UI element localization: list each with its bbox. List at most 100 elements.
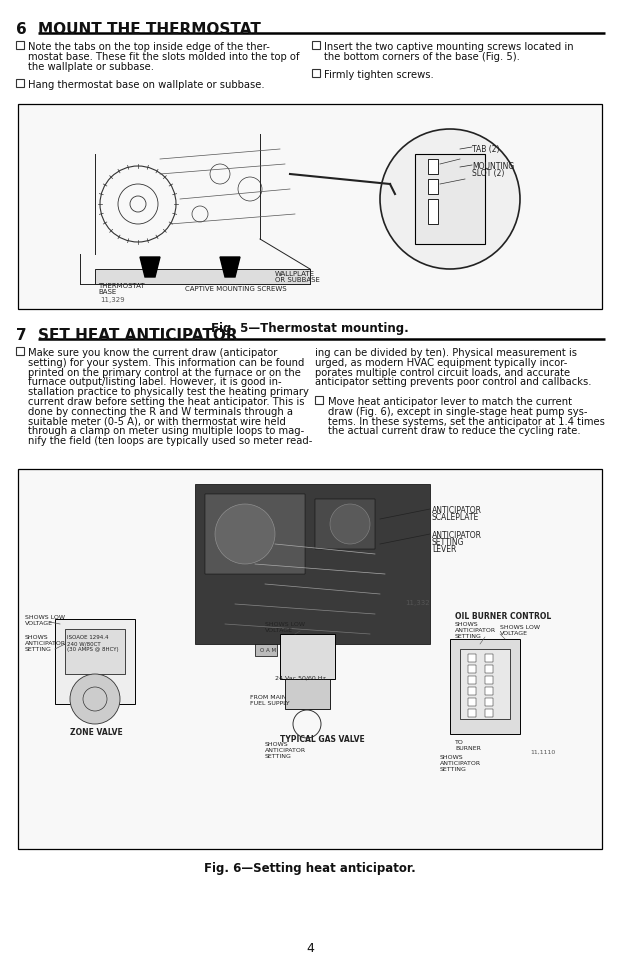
Text: WALLPLATE: WALLPLATE	[275, 271, 315, 276]
Bar	[18, 470, 602, 849]
Bar	[485, 699, 493, 706]
Text: BASE: BASE	[98, 289, 117, 294]
Text: stallation practice to physically test the heating primary: stallation practice to physically test t…	[28, 387, 309, 396]
Bar	[468, 699, 476, 706]
Bar	[315, 396, 323, 405]
Text: VOLTAGE: VOLTAGE	[265, 627, 293, 633]
Text: TO: TO	[455, 740, 464, 744]
Text: SLOT (2): SLOT (2)	[472, 169, 505, 178]
Text: ANTICIPATOR: ANTICIPATOR	[432, 531, 482, 539]
Text: 24 Vac 50/60 Hz: 24 Vac 50/60 Hz	[275, 675, 326, 679]
Bar	[428, 200, 438, 225]
Bar	[16, 42, 24, 50]
Text: VOLTAGE: VOLTAGE	[25, 620, 53, 625]
Text: SHOWS: SHOWS	[440, 754, 464, 760]
Text: through a clamp on meter using multiple loops to mag-: through a clamp on meter using multiple …	[28, 426, 304, 436]
Circle shape	[380, 130, 520, 270]
Text: Make sure you know the current draw (anticipator: Make sure you know the current draw (ant…	[28, 348, 277, 357]
Bar	[468, 655, 476, 662]
Bar	[195, 484, 430, 644]
Text: draw (Fig. 6), except in single-stage heat pump sys-: draw (Fig. 6), except in single-stage he…	[328, 406, 588, 416]
Text: FUEL SUPPLY: FUEL SUPPLY	[250, 700, 290, 705]
Text: SETTING: SETTING	[455, 634, 482, 639]
Circle shape	[215, 504, 275, 564]
Bar	[460, 649, 510, 720]
Bar	[280, 635, 335, 679]
Bar	[450, 639, 520, 734]
Bar	[468, 665, 476, 673]
Text: SCALEPLATE: SCALEPLATE	[432, 513, 479, 521]
Text: 4: 4	[306, 941, 314, 953]
Polygon shape	[140, 257, 160, 277]
Circle shape	[330, 504, 370, 544]
Text: Note the tabs on the top inside edge of the ther-: Note the tabs on the top inside edge of …	[28, 42, 270, 52]
Text: (30 AMPS @ 8HCY): (30 AMPS @ 8HCY)	[67, 646, 118, 651]
Text: ANTICIPATOR: ANTICIPATOR	[265, 747, 306, 752]
Text: SETTING: SETTING	[25, 646, 52, 651]
Text: anticipator setting prevents poor control and callbacks.: anticipator setting prevents poor contro…	[315, 377, 591, 387]
Polygon shape	[220, 257, 240, 277]
Text: SET HEAT ANTICIPATOR: SET HEAT ANTICIPATOR	[38, 328, 237, 343]
Bar	[485, 709, 493, 718]
Text: suitable meter (0-5 A), or with thermostat wire held: suitable meter (0-5 A), or with thermost…	[28, 416, 286, 426]
Text: OR SUBBASE: OR SUBBASE	[275, 276, 320, 283]
Text: ZONE VALVE: ZONE VALVE	[70, 727, 123, 737]
Text: the actual current draw to reduce the cycling rate.: the actual current draw to reduce the cy…	[328, 426, 580, 436]
Text: MOUNTING: MOUNTING	[472, 162, 514, 171]
Bar	[415, 154, 485, 245]
Text: tems. In these systems, set the anticipator at 1.4 times: tems. In these systems, set the anticipa…	[328, 416, 605, 426]
Text: ISOAOE 1294.4: ISOAOE 1294.4	[67, 635, 108, 639]
Text: SETTING: SETTING	[265, 753, 292, 759]
Text: printed on the primary control at the furnace or on the: printed on the primary control at the fu…	[28, 367, 301, 377]
Text: Fig. 6—Setting heat anticipator.: Fig. 6—Setting heat anticipator.	[204, 862, 416, 874]
Text: 7: 7	[16, 328, 27, 343]
Text: furnace output/listing label. However, it is good in-: furnace output/listing label. However, i…	[28, 377, 281, 387]
Text: SETTING: SETTING	[440, 766, 467, 771]
Bar	[65, 629, 125, 675]
Text: OIL BURNER CONTROL: OIL BURNER CONTROL	[455, 612, 551, 620]
Bar	[312, 42, 320, 50]
Text: 6: 6	[16, 22, 27, 37]
Text: porates multiple control circuit loads, and accurate: porates multiple control circuit loads, …	[315, 367, 570, 377]
Text: the wallplate or subbase.: the wallplate or subbase.	[28, 62, 154, 71]
Text: Hang thermostat base on wallplate or subbase.: Hang thermostat base on wallplate or sub…	[28, 80, 265, 90]
Bar	[16, 80, 24, 88]
Text: Fig. 5—Thermostat mounting.: Fig. 5—Thermostat mounting.	[211, 322, 409, 335]
Bar	[485, 655, 493, 662]
Bar	[16, 348, 24, 355]
Text: LEVER: LEVER	[432, 544, 456, 554]
Text: SHOWS: SHOWS	[455, 621, 479, 626]
Text: nify the field (ten loops are typically used so meter read-: nify the field (ten loops are typically …	[28, 436, 312, 446]
Text: ANTICIPATOR: ANTICIPATOR	[455, 627, 496, 633]
Text: BURNER: BURNER	[455, 745, 481, 750]
Bar	[95, 270, 310, 285]
Text: SHOWS: SHOWS	[265, 741, 289, 746]
Text: THERMOSTAT: THERMOSTAT	[98, 283, 144, 289]
Text: SHOWS LOW: SHOWS LOW	[25, 615, 65, 619]
Bar	[428, 180, 438, 194]
Text: ing can be divided by ten). Physical measurement is: ing can be divided by ten). Physical mea…	[315, 348, 577, 357]
Text: TYPICAL GAS VALVE: TYPICAL GAS VALVE	[280, 734, 365, 743]
Text: the bottom corners of the base (Fig. 5).: the bottom corners of the base (Fig. 5).	[324, 52, 520, 62]
Bar	[468, 687, 476, 696]
Text: 11,332: 11,332	[405, 599, 430, 605]
Text: SHOWS LOW: SHOWS LOW	[265, 621, 305, 626]
Text: VOLTAGE: VOLTAGE	[500, 630, 528, 636]
Bar	[428, 160, 438, 174]
Bar	[315, 499, 375, 550]
Bar	[468, 709, 476, 718]
Text: Insert the two captive mounting screws located in: Insert the two captive mounting screws l…	[324, 42, 574, 52]
Text: FROM MAIN: FROM MAIN	[250, 695, 286, 700]
Bar	[205, 495, 305, 575]
Bar	[255, 644, 277, 657]
Text: mostat base. These fit the slots molded into the top of: mostat base. These fit the slots molded …	[28, 52, 299, 62]
Text: MOUNT THE THERMOSTAT: MOUNT THE THERMOSTAT	[38, 22, 261, 37]
Text: 11,1110: 11,1110	[530, 749, 556, 754]
Bar	[285, 679, 330, 709]
Bar	[485, 687, 493, 696]
Text: ANTICIPATOR: ANTICIPATOR	[440, 760, 481, 765]
Text: setting) for your system. This information can be found: setting) for your system. This informati…	[28, 357, 304, 368]
Text: TAB (2): TAB (2)	[472, 145, 500, 153]
Text: Firmly tighten screws.: Firmly tighten screws.	[324, 70, 434, 80]
Bar	[485, 677, 493, 684]
